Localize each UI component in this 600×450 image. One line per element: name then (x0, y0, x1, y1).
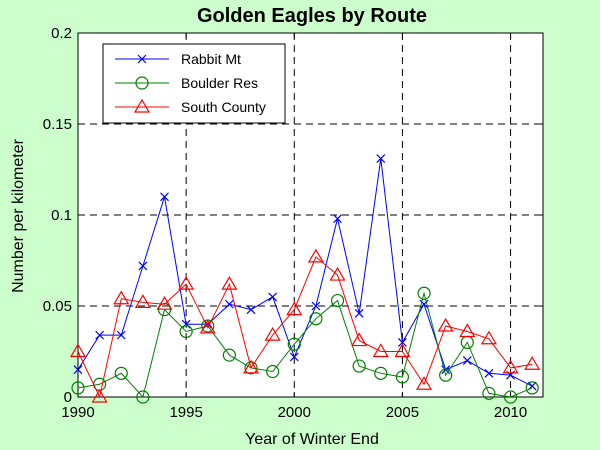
series-line-boulder-res (77, 291, 533, 399)
data-point-boulder-res (222, 348, 236, 362)
data-point-south-county (264, 326, 281, 341)
data-point-south-county (502, 359, 519, 374)
legend-label-rabbit-mt: Rabbit Mt (181, 51, 241, 67)
data-point-boulder-res (395, 370, 410, 384)
data-point-south-county (524, 356, 541, 370)
data-point-rabbit-mt (311, 301, 321, 311)
data-point-rabbit-mt (333, 214, 342, 224)
data-point-boulder-res (525, 381, 539, 395)
data-point-south-county (394, 343, 411, 358)
data-point-rabbit-mt (181, 319, 191, 329)
data-point-rabbit-mt (354, 308, 364, 318)
data-point-rabbit-mt (268, 292, 278, 302)
data-point-south-county (459, 323, 476, 338)
data-point-boulder-res (352, 359, 366, 373)
data-point-south-county (91, 388, 108, 403)
x-tick-label: 2000 (278, 404, 311, 421)
data-point-boulder-res (374, 366, 388, 380)
data-point-boulder-res (482, 386, 496, 400)
data-point-south-county (416, 376, 433, 390)
data-point-south-county (372, 343, 389, 358)
data-point-rabbit-mt (289, 352, 299, 362)
y-tick-label: 0 (64, 389, 72, 406)
data-point-south-county (113, 290, 130, 305)
legend-marker-south-county (133, 98, 151, 113)
data-point-rabbit-mt (397, 337, 407, 347)
x-axis-label: Year of Winter End (245, 431, 379, 448)
data-point-boulder-res (266, 364, 280, 379)
x-tick-label: 2005 (386, 404, 419, 421)
data-point-rabbit-mt (246, 305, 256, 315)
data-point-south-county (242, 359, 260, 374)
legend-label-south-county: South County (181, 99, 266, 115)
data-point-rabbit-mt (95, 330, 105, 340)
x-tick-label: 2010 (494, 404, 527, 421)
data-point-boulder-res (179, 324, 193, 339)
data-point-boulder-res (309, 312, 323, 326)
series-line-south-county (77, 256, 533, 399)
x-tick-label: 1995 (169, 404, 202, 421)
data-point-boulder-res (136, 390, 150, 404)
data-point-rabbit-mt (160, 192, 169, 202)
data-point-rabbit-mt (484, 368, 494, 378)
data-point-south-county (286, 301, 303, 316)
data-point-boulder-res (503, 390, 518, 404)
data-point-boulder-res (417, 286, 431, 300)
data-point-rabbit-mt (116, 330, 126, 340)
data-point-rabbit-mt (462, 356, 472, 366)
y-tick-label: 0.1 (51, 207, 72, 224)
data-point-south-county (69, 343, 87, 358)
legend-marker-boulder-res (135, 76, 149, 90)
legend-marker-rabbit-mt (137, 54, 147, 64)
y-tick-label: 0.15 (43, 116, 72, 133)
data-point-boulder-res (114, 366, 128, 380)
data-point-boulder-res (439, 368, 453, 382)
data-point-boulder-res (330, 293, 345, 308)
data-point-rabbit-mt (224, 299, 234, 309)
data-point-boulder-res (287, 337, 301, 351)
plot-layer: 1990 1995 2000 2005 2010 0 0.05 0.1 0.15 0.2 Rabbi… (43, 25, 544, 421)
data-point-south-county (437, 317, 454, 332)
data-point-south-county (307, 248, 324, 263)
data-point-boulder-res (71, 381, 85, 395)
data-point-south-county (199, 319, 216, 334)
data-point-rabbit-mt (138, 261, 148, 271)
data-point-south-county (329, 266, 346, 281)
data-point-rabbit-mt (73, 365, 83, 375)
y-tick-label: 0.2 (51, 25, 72, 42)
data-point-south-county (221, 275, 238, 290)
data-point-south-county (178, 275, 195, 290)
data-point-south-county (351, 332, 368, 347)
data-point-south-county (156, 295, 173, 310)
chart-title: Golden Eagles by Route (197, 5, 427, 27)
legend-label-boulder-res: Boulder Res (181, 75, 258, 91)
y-axis-label: Number per kilometer (10, 138, 27, 293)
data-point-rabbit-mt (376, 154, 386, 164)
x-tick-label: 1990 (61, 404, 94, 421)
data-point-south-county (134, 294, 151, 308)
data-point-south-county (480, 330, 497, 345)
y-tick-label: 0.05 (43, 298, 72, 315)
